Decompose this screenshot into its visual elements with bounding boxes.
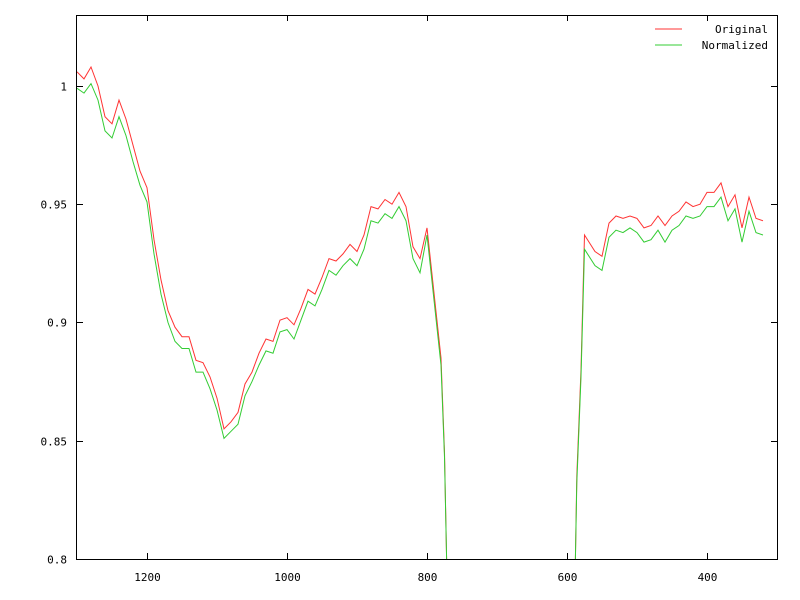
series-line-0 bbox=[77, 65, 448, 559]
y-axis: 0.8 0.85 0.9 0.95 1 bbox=[41, 81, 777, 567]
x-tick-label: 1200 bbox=[134, 571, 161, 584]
y-tick-label: 1 bbox=[60, 81, 67, 94]
series-line-1 bbox=[574, 181, 764, 559]
x-tick-label: 1000 bbox=[274, 571, 301, 584]
x-tick-label: 400 bbox=[698, 571, 718, 584]
series-line-2 bbox=[77, 82, 448, 559]
y-tick-label: 0.95 bbox=[41, 199, 68, 212]
x-tick-label: 600 bbox=[558, 571, 578, 584]
y-tick-label: 0.85 bbox=[41, 436, 68, 449]
legend: Original Normalized bbox=[655, 23, 768, 52]
series-line-3 bbox=[574, 195, 764, 559]
legend-label: Normalized bbox=[702, 39, 768, 52]
y-tick-label: 0.8 bbox=[47, 554, 67, 567]
plot-frame bbox=[76, 15, 778, 560]
x-axis: 1200 1000 800 600 400 bbox=[134, 15, 717, 584]
legend-label: Original bbox=[715, 23, 768, 36]
x-tick-label: 800 bbox=[418, 571, 438, 584]
y-tick-label: 0.9 bbox=[47, 317, 67, 330]
series-group bbox=[77, 65, 764, 559]
